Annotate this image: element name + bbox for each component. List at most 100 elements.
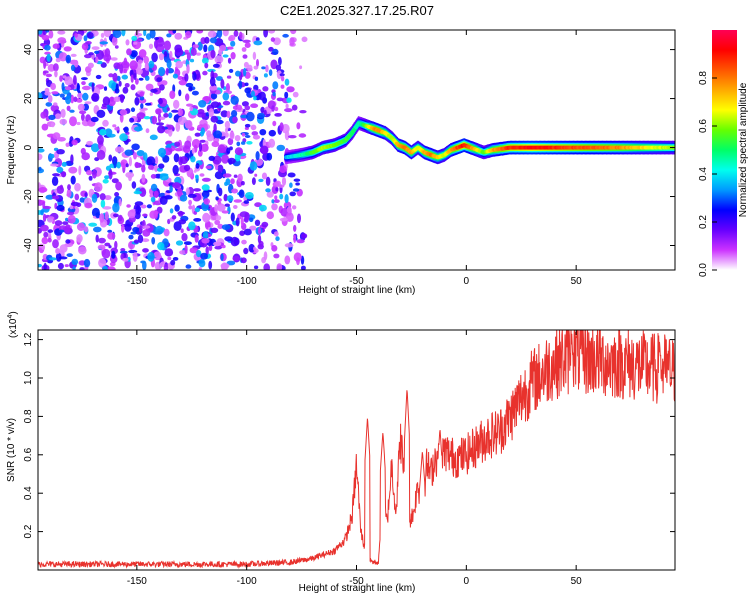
noise-blob [77, 92, 84, 99]
noise-blob [148, 60, 155, 69]
noise-blob [81, 113, 85, 122]
noise-blob [224, 132, 229, 138]
noise-blob [56, 185, 64, 194]
noise-blob [290, 30, 297, 35]
noise-blob [253, 265, 259, 270]
noise-blob [301, 36, 308, 43]
noise-blob [62, 75, 67, 79]
noise-blob [203, 44, 208, 53]
noise-blob [91, 193, 98, 203]
y-tick-label: 0.6 [23, 447, 34, 461]
noise-blob [93, 226, 102, 233]
noise-blob [299, 65, 303, 70]
snr-multiplier: (x104) [7, 311, 19, 338]
noise-blob [191, 138, 201, 149]
noise-blob [132, 252, 138, 262]
noise-blob [252, 134, 261, 140]
noise-blob [88, 175, 93, 181]
y-tick-label: -40 [23, 238, 34, 253]
noise-blob [297, 213, 301, 224]
noise-blob [251, 177, 256, 186]
noise-blob [140, 204, 147, 209]
noise-blob [103, 53, 112, 62]
noise-blob [171, 109, 179, 113]
noise-blob [251, 131, 259, 136]
noise-blob [72, 266, 76, 270]
noise-blob [43, 231, 49, 238]
noise-blob [155, 225, 164, 235]
y-tick-label: 0.2 [23, 524, 34, 538]
noise-blob [142, 225, 151, 229]
noise-blob [246, 111, 255, 122]
top-x-ticks: -150 -100 -50 0 50 [127, 30, 582, 287]
noise-blob [200, 252, 209, 260]
noise-blob [135, 78, 139, 85]
x-tick-label: -50 [349, 576, 364, 587]
noise-blob [167, 256, 172, 261]
noise-blob [77, 103, 85, 111]
noise-blob [138, 49, 147, 58]
noise-blob [38, 166, 42, 171]
noise-blob [249, 225, 257, 231]
noise-blob [81, 43, 89, 51]
noise-blob [50, 122, 55, 128]
noise-blob [191, 90, 199, 96]
noise-blob [86, 140, 93, 146]
noise-blob [158, 53, 164, 61]
noise-blob [94, 182, 103, 193]
noise-blob [151, 237, 156, 245]
x-tick-label: 0 [464, 276, 470, 287]
y-tick-label: 0.8 [23, 409, 34, 423]
noise-blob [151, 52, 158, 63]
noise-blob [198, 259, 206, 268]
noise-blob [233, 30, 239, 37]
noise-blob [57, 37, 67, 44]
noise-blob [114, 126, 120, 131]
noise-blob [149, 193, 154, 198]
noise-blob [42, 213, 47, 222]
noise-blob [114, 45, 119, 49]
noise-blob [60, 108, 66, 118]
multiplier-exponent: 4 [7, 315, 14, 319]
noise-blob [214, 204, 219, 213]
noise-blob [70, 53, 77, 58]
noise-blob [203, 198, 210, 205]
noise-blob [207, 30, 217, 38]
noise-blob [141, 238, 150, 243]
noise-blob [99, 128, 107, 136]
noise-blob [92, 169, 97, 179]
noise-blob [52, 173, 60, 177]
noise-blob [273, 199, 280, 204]
noise-blob [286, 86, 295, 93]
noise-blob [40, 111, 47, 119]
noise-blob [61, 161, 67, 167]
noise-blob [99, 41, 109, 45]
noise-blob [134, 211, 141, 220]
noise-blob [48, 30, 54, 39]
noise-blob [298, 133, 307, 138]
noise-blob [209, 85, 218, 91]
noise-blob [186, 103, 194, 107]
noise-blob [146, 204, 152, 209]
noise-blob [125, 172, 135, 178]
noise-blob [65, 54, 72, 64]
noise-blob [51, 195, 60, 200]
noise-blob [220, 78, 225, 89]
noise-blob [134, 126, 143, 132]
noise-blob [255, 151, 260, 161]
noise-blob [265, 64, 269, 73]
noise-blob [241, 132, 246, 137]
noise-blob [74, 33, 78, 38]
noise-blob [210, 101, 220, 108]
noise-blob [221, 154, 230, 164]
noise-blob [113, 213, 119, 218]
noise-blob [108, 245, 112, 249]
noise-blob [225, 83, 230, 93]
noise-blob [106, 133, 116, 138]
noise-blob [207, 68, 216, 73]
noise-blob [224, 181, 228, 186]
noise-blob [84, 101, 92, 105]
noise-blob [151, 115, 158, 125]
noise-blob [220, 110, 229, 118]
noise-blob [284, 255, 291, 265]
